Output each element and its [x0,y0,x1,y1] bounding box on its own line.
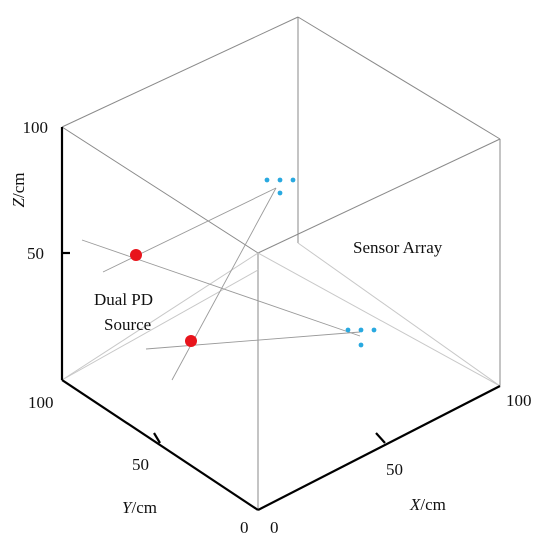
source-label-line1: Dual PD [94,290,153,309]
cube-edge-top-right [297,16,501,140]
pd-source-1 [130,249,142,261]
ray-top-to-source-1 [102,187,277,273]
y-axis-title: Y/cm [122,498,157,517]
axes [60,127,501,511]
sensor-point [371,327,377,333]
y-tick-label-0: 0 [240,518,249,537]
sensor-point [277,177,283,183]
x-tick-label-50: 50 [386,460,403,479]
sensor-group-upper [264,177,296,196]
sensor-point [264,177,270,183]
x-tick-mark-50 [375,432,386,444]
localization-rays [81,187,361,381]
source-label-line2: Source [104,315,151,334]
x-axis-title: X/cm [409,495,446,514]
pd-source-2 [185,335,197,347]
ray-top-to-source-2 [171,187,277,381]
sensor-group-lower [345,327,377,348]
z-tick-label-50: 50 [27,244,44,263]
y-tick-mark-50 [153,432,161,444]
sensor-point [358,342,364,348]
cube-wireframe [61,16,501,510]
z-axis-title: Z/cm [9,173,28,208]
x-axis-line [257,385,501,511]
cube-edge-bottom-back-left [61,252,259,381]
sensor-point [345,327,351,333]
ray-lower-to-source-2 [145,331,361,350]
sensor-point [290,177,296,183]
cube-edge-top-back [61,126,259,254]
cube-edge-bottom-back-right [257,252,501,387]
pd-sources [130,249,197,347]
sensor-point [358,327,364,333]
sensor-point [277,190,283,196]
ray-lower-to-source-1 [81,239,361,337]
y-axis-line [61,379,259,511]
cube-edge-bottom-right [297,242,501,387]
sensor-array-label: Sensor Array [353,238,443,257]
y-tick-label-50: 50 [132,455,149,474]
x-tick-label-100: 100 [506,391,532,410]
x-tick-label-0: 0 [270,518,279,537]
z-tick-label-100: 100 [23,118,49,137]
y-tick-label-100: 100 [28,393,54,412]
cube-edge-top-left [61,16,299,128]
cube-edge-bottom-left [61,269,259,381]
cube-edge-top-front [257,138,501,254]
